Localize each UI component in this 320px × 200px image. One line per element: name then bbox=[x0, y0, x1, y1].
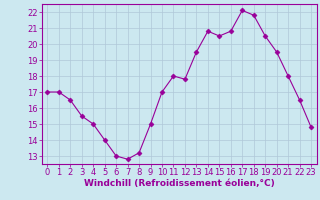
X-axis label: Windchill (Refroidissement éolien,°C): Windchill (Refroidissement éolien,°C) bbox=[84, 179, 275, 188]
